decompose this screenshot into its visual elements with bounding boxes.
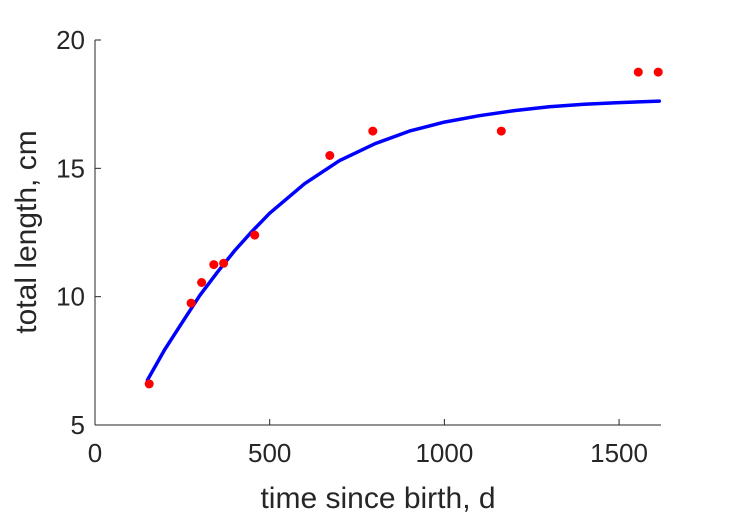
data-point — [144, 379, 154, 389]
y-axis-label: total length, cm — [10, 130, 43, 333]
x-tick-label: 1000 — [415, 438, 473, 468]
y-tick-label: 5 — [71, 410, 85, 440]
x-tick-label: 500 — [248, 438, 291, 468]
data-point — [496, 126, 506, 136]
x-tick-label: 0 — [88, 438, 102, 468]
data-point — [197, 278, 207, 287]
data-point — [250, 230, 260, 240]
data-point — [209, 260, 219, 270]
data-point — [186, 298, 196, 308]
data-point — [325, 151, 335, 160]
y-tick-label: 20 — [56, 25, 85, 55]
data-points — [144, 67, 663, 389]
data-point — [219, 258, 229, 268]
plot-area: 0 500 1000 1500 5 10 15 20 — [56, 25, 663, 468]
data-point — [653, 67, 663, 77]
x-tick-label: 1500 — [590, 438, 648, 468]
y-tick-label: 15 — [56, 153, 85, 183]
x-ticks: 0 500 1000 1500 — [88, 419, 648, 468]
y-ticks: 5 10 15 20 — [56, 25, 101, 440]
data-point — [368, 126, 378, 136]
x-axis-label: time since birth, d — [260, 482, 495, 515]
y-tick-label: 10 — [56, 282, 85, 312]
fitted-curve — [145, 99, 662, 382]
data-point — [633, 67, 643, 77]
